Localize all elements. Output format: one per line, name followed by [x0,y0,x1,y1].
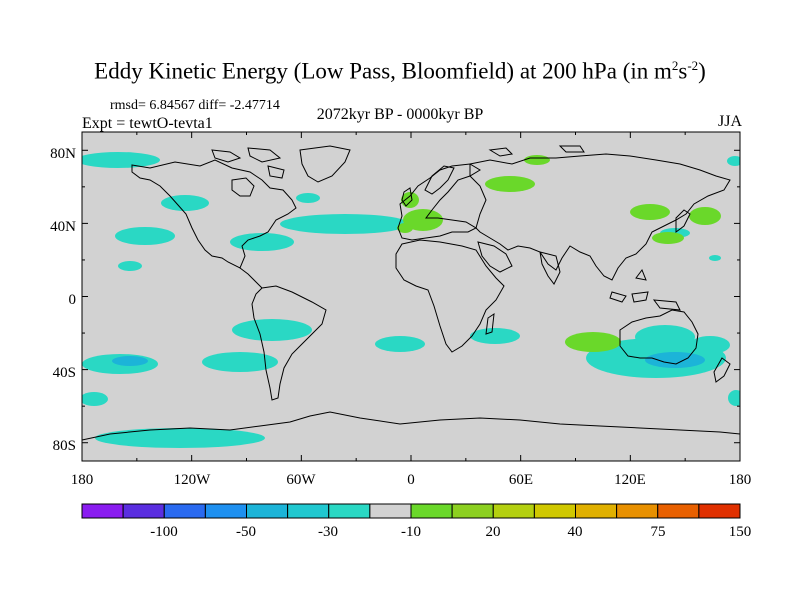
lon-label: 0 [407,472,415,488]
anomaly-positive [485,176,535,192]
lat-label: 40N [50,219,76,235]
lon-label: 120E [614,472,646,488]
colorbar-swatch [246,503,289,519]
colorbar-swatch [369,503,412,519]
coastline-europe [397,163,481,241]
anomaly-negative [709,255,721,261]
coastline-antarctica [82,411,740,441]
anomaly-negative [118,261,142,271]
season-label: JJA [717,113,742,130]
colorbar-swatch [698,503,741,519]
coastlines [82,145,740,441]
anomaly-negative [82,392,108,406]
coastline-central-america [239,267,263,289]
coastline-australia [619,309,699,365]
colorbar-swatch [492,503,535,519]
coastline-scandinavia [424,165,455,195]
axis-ticks [81,132,741,461]
colorbar-label: 40 [568,524,583,540]
anomaly-negative [232,319,312,341]
anomaly-positive [565,332,621,352]
anomaly-negative [296,193,320,203]
colorbar-swatch [575,503,618,519]
anomaly-positive [652,232,684,244]
anomaly-negative [727,156,740,166]
lat-label: 40S [53,365,76,381]
colorbar-swatch [533,503,576,519]
colorbar-swatch [616,503,659,519]
colorbar-swatch [287,503,330,519]
time-period-label: 2072kyr BP - 0000kyr BP [316,106,484,123]
lon-label: 180 [729,472,752,488]
anomaly-negative [690,336,730,354]
anomaly-positive [630,204,670,220]
latitude-labels: 80N 40N 0 40S 80S [50,146,76,454]
colorbar-label: 150 [729,524,752,540]
lat-label: 80N [50,146,76,162]
rmsd-diff-stats: rmsd= 6.84567 diff= -2.47714 [110,98,280,113]
coastline-greenland [299,145,351,183]
anomaly-negative [280,214,410,234]
lon-label: 180 [71,472,94,488]
anomaly-negative [728,390,740,406]
coastline-north-america [131,159,297,269]
anomaly-negative [470,328,520,344]
colorbar-label: -10 [401,524,421,540]
colorbar-swatch [410,503,453,519]
anomaly-negative [635,325,695,349]
coastline-japan [675,209,691,233]
anomaly-negative [375,336,425,352]
coastline-asia [469,153,731,281]
anomaly-negative [82,152,160,168]
coastline-hudson-bay [231,177,255,197]
anomaly-positive [397,223,413,233]
colorbar-label: 20 [486,524,501,540]
coastline-arabia [477,241,513,273]
anomaly-positive [401,192,419,208]
lon-label: 60W [286,472,316,488]
anomaly-negative [115,227,175,245]
coastline-se-asia-islands [609,268,681,311]
colorbar-label: -30 [318,524,338,540]
colorbar-labels: -100 -50 -30 -10 20 40 75 150 [150,524,751,540]
anomaly-negative-strong [112,356,148,366]
colorbar-label: 75 [651,524,666,540]
coastline-india [539,251,561,285]
colorbar-swatch [81,503,124,519]
coastline-south-america [251,285,327,401]
map-background [82,132,740,461]
lon-label: 60E [509,472,533,488]
anomaly-negative-strong [645,352,705,368]
colorbar-swatch [163,503,206,519]
coastline-madagascar [485,312,495,335]
plot-title: Eddy Kinetic Energy (Low Pass, Bloomfiel… [94,58,706,84]
coastline-arctic-islands [211,147,285,179]
anomaly-positive [689,207,721,225]
longitude-labels: 180 120W 60W 0 60E 120E 180 [71,472,752,488]
experiment-label: Expt = tewtO-tevta1 [82,115,213,132]
colorbar-swatch [451,503,494,519]
coastline-uk [401,187,413,207]
colorbar [81,503,741,519]
colorbar-swatch [122,503,165,519]
coastline-arctic-siberia [488,145,585,157]
colorbar-label: -100 [150,524,178,540]
colorbar-swatch [204,503,247,519]
anomaly-positive [524,155,550,165]
colorbar-swatch [328,503,371,519]
anomaly-negative [202,352,278,372]
anomaly-negative [230,233,294,251]
lat-label: 80S [53,438,76,454]
anomaly-negative [95,428,265,448]
colorbar-swatch [657,503,700,519]
coastline-new-zealand [713,357,731,383]
colorbar-label: -50 [236,524,256,540]
coastline-africa [395,239,505,353]
anomaly-negative [161,195,209,211]
lat-label: 0 [69,292,77,308]
anomaly-positive [403,209,443,231]
lon-label: 120W [174,472,212,488]
